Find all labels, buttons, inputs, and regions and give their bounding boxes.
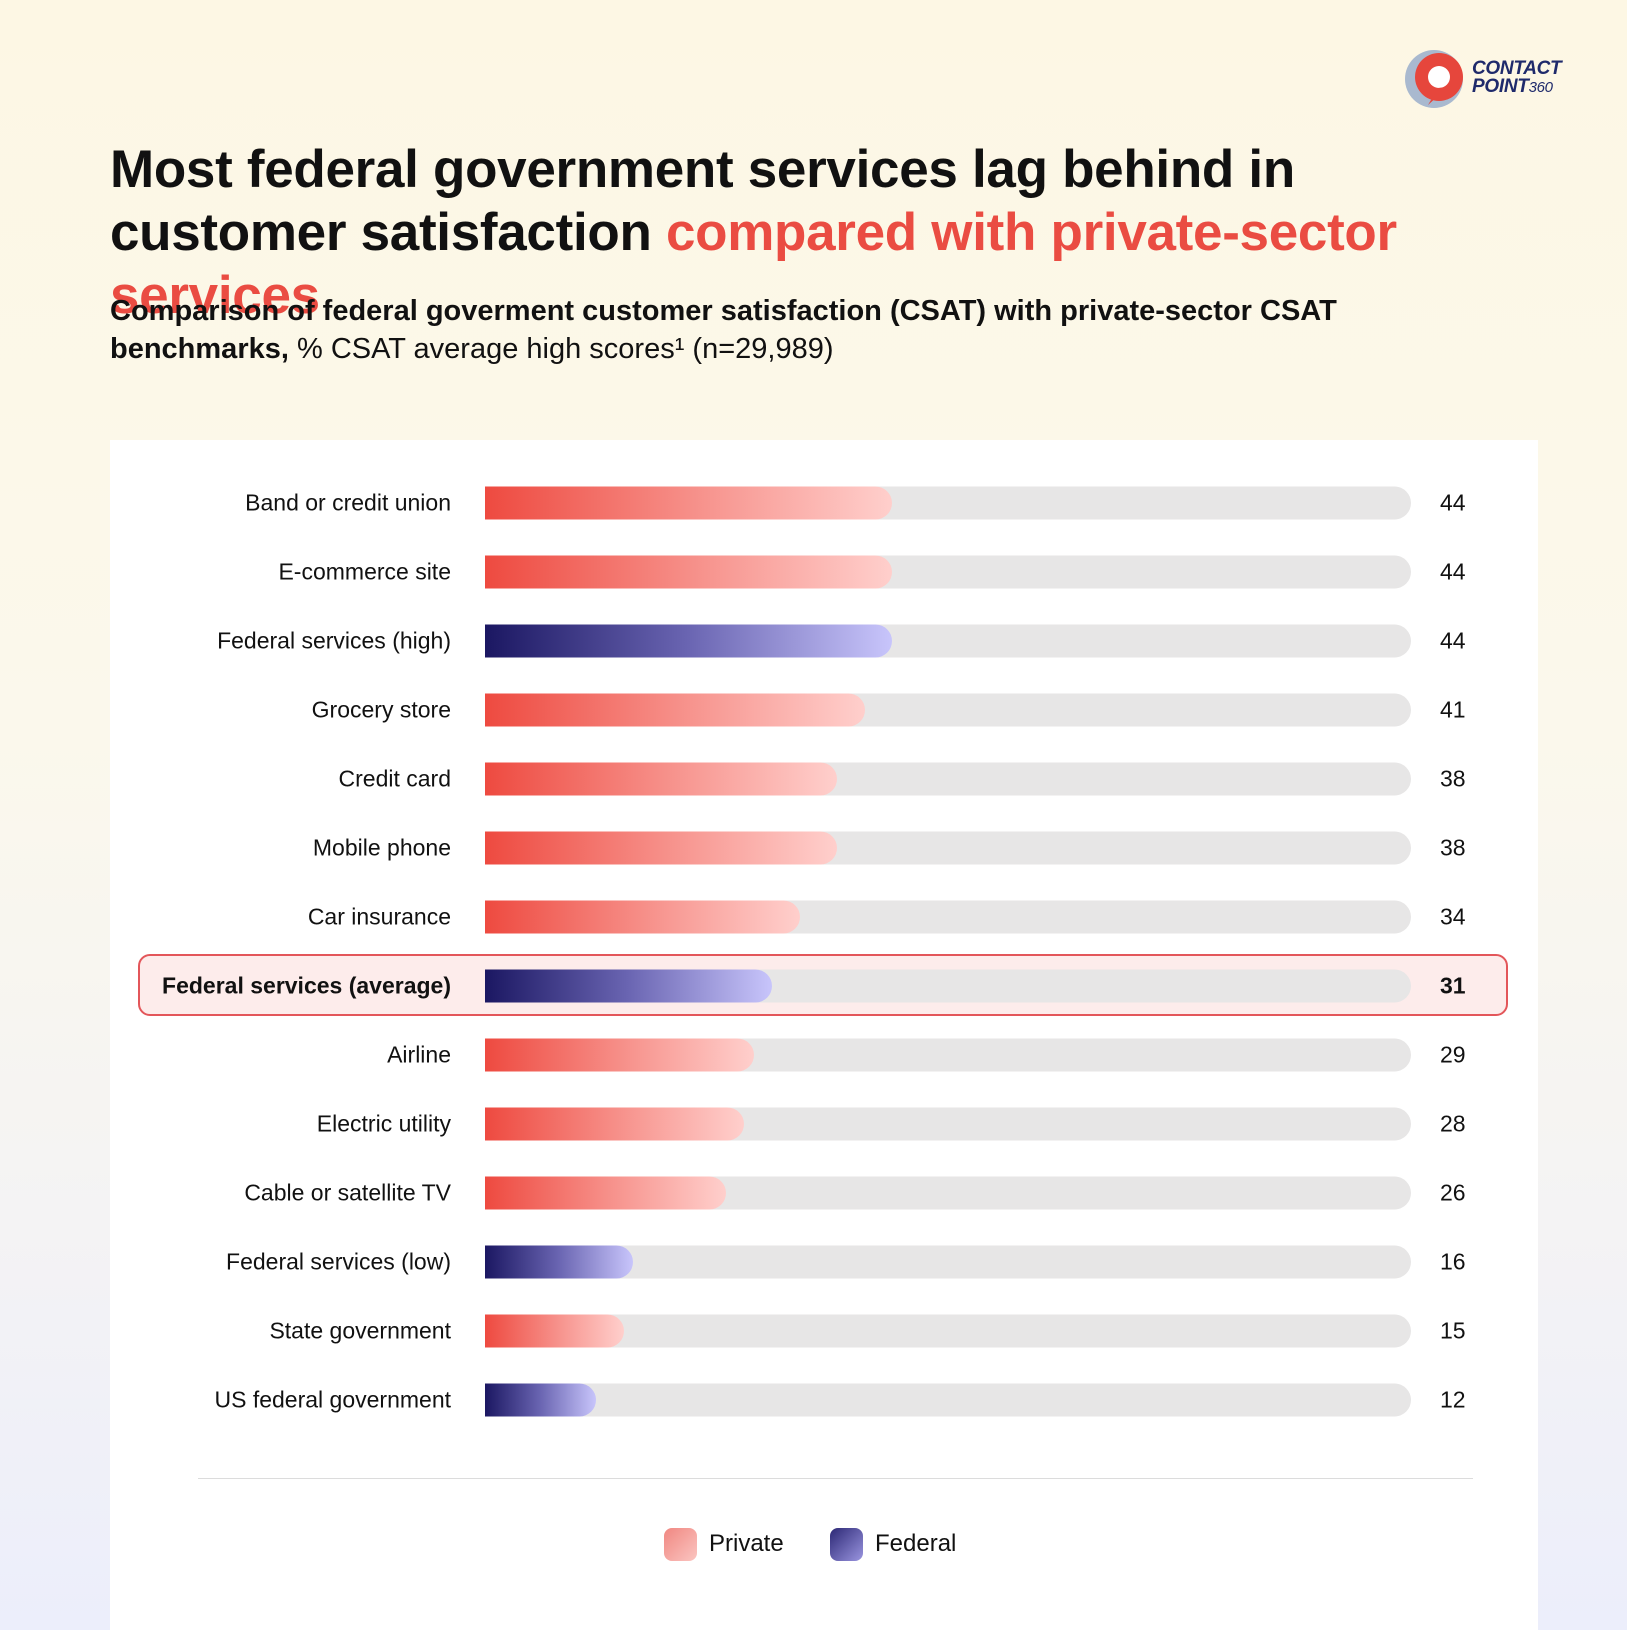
logo-wordmark: CONTACT POINT360: [1472, 58, 1562, 97]
bar-value-cable-or-satellite-tv: 26: [1440, 1179, 1466, 1206]
bar-federal-services-average: [485, 969, 773, 1003]
bar-label-e-commerce-site: E-commerce site: [278, 558, 451, 585]
bar-label-federal-services-high: Federal services (high): [217, 627, 451, 654]
bar-grocery-store: [485, 693, 865, 727]
bar-value-us-federal-government: 12: [1440, 1386, 1466, 1413]
bar-car-insurance: [485, 900, 800, 934]
bar-federal-services-high: [485, 624, 893, 658]
bar-federal-services-low: [485, 1245, 634, 1279]
subtitle: Comparison of federal goverment customer…: [110, 292, 1510, 368]
legend-item-federal: Federal: [830, 1527, 956, 1561]
legend-item-private: Private: [664, 1527, 784, 1561]
headline-accent: compared with private-sector services: [110, 203, 1397, 325]
chart-card: [110, 440, 1538, 1630]
bar-label-airline: Airline: [387, 1041, 451, 1068]
bar-electric-utility: [485, 1107, 745, 1141]
bar-mobile-phone: [485, 831, 837, 865]
bar-value-electric-utility: 28: [1440, 1110, 1466, 1137]
bar-value-federal-services-low: 16: [1440, 1248, 1466, 1275]
bar-value-grocery-store: 41: [1440, 696, 1466, 723]
bar-state-government: [485, 1314, 624, 1348]
bar-airline: [485, 1038, 754, 1072]
bar-credit-card: [485, 762, 837, 796]
logo-mark-icon: [1405, 50, 1463, 108]
bar-value-e-commerce-site: 44: [1440, 558, 1466, 585]
bar-value-federal-services-average: 31: [1440, 972, 1466, 999]
bar-band-or-credit-union: [485, 486, 893, 520]
bar-label-credit-card: Credit card: [338, 765, 451, 792]
bar-track-us-federal-government: [485, 1383, 1411, 1417]
legend-divider: [198, 1478, 1473, 1479]
bar-label-grocery-store: Grocery store: [311, 696, 451, 723]
bar-track-federal-services-low: [485, 1245, 1411, 1279]
bar-track-state-government: [485, 1314, 1411, 1348]
bar-label-car-insurance: Car insurance: [307, 903, 451, 930]
contact-point-360-logo: CONTACT POINT360: [1404, 47, 1582, 111]
bar-label-federal-services-average: Federal services (average): [162, 972, 451, 999]
headline-main: Most federal government services lag beh…: [110, 140, 1295, 262]
bar-value-state-government: 15: [1440, 1317, 1466, 1344]
bar-us-federal-government: [485, 1383, 597, 1417]
bar-label-mobile-phone: Mobile phone: [312, 834, 451, 861]
logo-line-1: CONTACT: [1472, 58, 1562, 79]
bar-value-mobile-phone: 38: [1440, 834, 1466, 861]
bar-label-cable-or-satellite-tv: Cable or satellite TV: [244, 1179, 451, 1206]
legend-label-federal: Federal: [875, 1530, 957, 1557]
subtitle-bold: Comparison of federal goverment customer…: [110, 295, 1337, 365]
bar-label-us-federal-government: US federal government: [214, 1386, 451, 1413]
bar-value-band-or-credit-union: 44: [1440, 489, 1466, 516]
bar-label-federal-services-low: Federal services (low): [226, 1248, 451, 1275]
bar-label-electric-utility: Electric utility: [316, 1110, 451, 1137]
bar-value-credit-card: 38: [1440, 765, 1466, 792]
bar-label-band-or-credit-union: Band or credit union: [245, 489, 451, 516]
bar-value-airline: 29: [1440, 1041, 1466, 1068]
bar-value-car-insurance: 34: [1440, 903, 1466, 930]
logo-line-2: POINT360: [1472, 76, 1553, 97]
legend-label-private: Private: [709, 1530, 784, 1557]
headline: Most federal government services lag beh…: [110, 138, 1530, 327]
bar-label-state-government: State government: [269, 1317, 451, 1344]
bar-value-federal-services-high: 44: [1440, 627, 1466, 654]
legend-swatch-private: [664, 1527, 697, 1561]
bar-cable-or-satellite-tv: [485, 1176, 726, 1210]
subtitle-regular: % CSAT average high scores¹ (n=29,989): [296, 333, 834, 365]
bar-e-commerce-site: [485, 555, 893, 589]
legend-swatch-federal: [830, 1527, 863, 1561]
